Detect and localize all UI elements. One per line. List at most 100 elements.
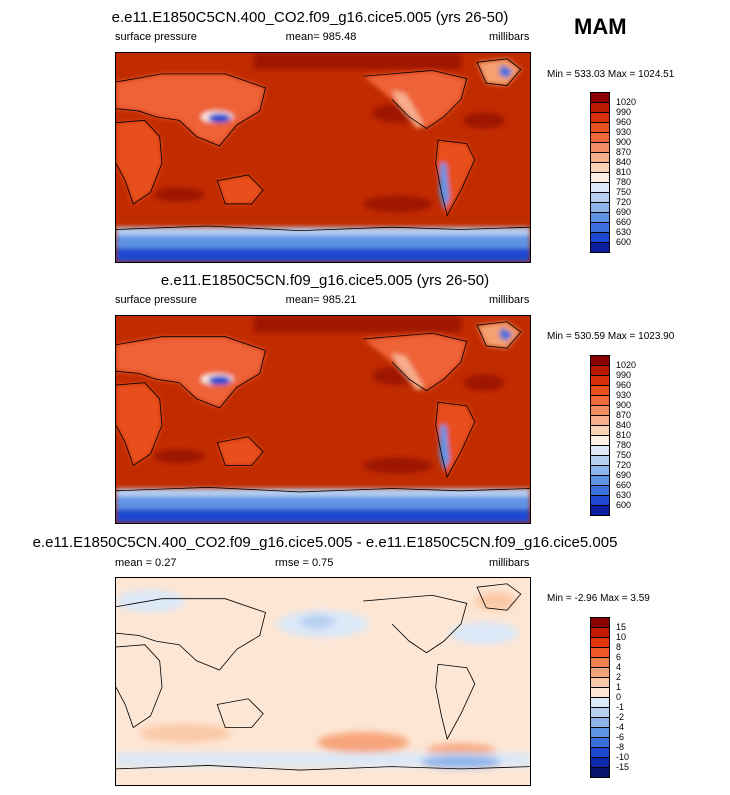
arctic-high-region [254,316,461,333]
colorbar-tick-label: 1020 [616,360,637,370]
south-pacific-high [363,457,433,474]
africa-land [116,382,162,466]
colorbar-tick-label: 720 [616,460,632,470]
colorbar-tick-label: 1020 [616,97,637,107]
panel-2-mean-label: mean= 985.21 [285,294,357,306]
panel-2-variable-label: surface pressure [115,294,197,306]
colorbar-tick-label: 960 [616,380,632,390]
colorbar-tick-label: 990 [616,370,632,380]
australia-land [217,174,264,204]
colorbar-tick-label: 840 [616,420,632,430]
colorbar-tick-label: 750 [616,187,632,197]
colorbar-tick-label: -8 [616,742,625,752]
australia-land [217,436,264,466]
antarctica-coast [116,488,530,497]
colorbar-tick-label: -2 [616,712,625,722]
andes-ridge [439,163,450,210]
greenland-positive [474,591,517,611]
panel-2-map [115,315,531,524]
antarctica-coast [116,227,530,236]
colorbar-tick-label: 630 [616,227,632,237]
panel-2-title: e.e11.E1850C5CN.f09_g16.cice5.005 (yrs 2… [160,272,490,289]
panel-1-map [115,52,531,263]
colorbar-tick-label: 2 [616,672,622,682]
greenland-land [477,321,521,349]
north-america-land [363,333,467,391]
eurasia-land [116,73,266,146]
panel-1-map-canvas [116,53,530,262]
colorbar-tick-label: 600 [616,500,632,510]
colorbar-tick-label: 810 [616,430,632,440]
colorbar-tick-label: 4 [616,662,622,672]
colorbar-swatch [590,767,610,778]
rockies-ridge [392,352,425,391]
colorbar-tick-label: 870 [616,410,632,420]
north-atlantic-high [463,374,505,391]
colorbar-tick-label: 900 [616,137,632,147]
andes-ridge [439,425,450,472]
coastlines [116,58,530,232]
panel-1-mean-label: mean= 985.48 [285,31,357,43]
colorbar-tick-label: 0 [616,692,622,702]
colorbar-tick-label: 870 [616,147,632,157]
panel-3-title: e.e11.E1850C5CN.400_CO2.f09_g16.cice5.00… [32,534,618,551]
antarctica-plateau [116,248,530,262]
panel-2-units-label: millibars [489,294,530,306]
antarctica-field [116,768,530,785]
colorbar-tick-label: 990 [616,107,632,117]
colorbar-tick-label: -4 [616,722,625,732]
panel-1-units-label: millibars [489,31,530,43]
greenland-land [477,58,521,86]
colorbar-tick-label: 10 [616,632,627,642]
season-label: MAM [574,14,627,39]
colorbar-tick-label: 930 [616,127,632,137]
panel-3-units-label: millibars [489,557,530,569]
rockies-ridge [392,90,425,129]
colorbar-tick-label: 660 [616,217,632,227]
greenland-ice [498,64,513,79]
colorbar-tick-label: -15 [616,762,630,772]
colorbar-tick-label: 930 [616,390,632,400]
greenland-ice [498,327,513,342]
indian-ocean-high [153,187,205,202]
colorbar-tick-label: 780 [616,177,632,187]
panel-2-minmax-label: Min = 530.59 Max = 1023.90 [547,331,675,342]
eurasia-land [116,336,266,408]
coastlines [116,583,530,771]
colorbar-tick-label: 810 [616,167,632,177]
panel-1-title: e.e11.E1850C5CN.400_CO2.f09_g16.cice5.00… [111,9,509,26]
north-america-land [363,70,467,129]
panel-3-minmax-label: Min = -2.96 Max = 3.59 [547,593,650,604]
colorbar-tick-label: 780 [616,440,632,450]
southern-ocean-negative-core [420,755,502,769]
north-pacific-negative-core [300,614,335,629]
north-atlantic-negative [449,621,519,645]
colorbar-tick-label: 900 [616,400,632,410]
tibet-plateau-low [208,113,231,123]
coastlines [116,321,530,493]
panel-1-variable-label: surface pressure [115,31,197,43]
tibet-plateau-low [208,375,231,385]
colorbar-tick-label: 15 [616,622,627,632]
panel-3-map [115,577,531,786]
south-pacific-positive [317,732,410,753]
colorbar-tick-label: 600 [616,237,632,247]
colorbar-tick-label: -10 [616,752,630,762]
arctic-high-region [254,53,461,70]
colorbar-tick-label: -6 [616,732,625,742]
colorbar-swatch [590,505,610,516]
colorbar-tick-label: 690 [616,470,632,480]
antarctica-plateau [116,509,530,523]
panel-3-map-canvas [116,578,530,785]
colorbar-tick-label: 720 [616,197,632,207]
colorbar-tick-label: 8 [616,642,622,652]
indian-ocean-positive [139,724,231,743]
colorbar-tick-label: 6 [616,652,622,662]
panel-3-mean-label: mean = 0.27 [115,557,177,569]
panel-1-minmax-label: Min = 533.03 Max = 1024.51 [547,69,675,80]
colorbar-tick-label: 960 [616,117,632,127]
indian-ocean-high [153,449,205,464]
colorbar-tick-label: 630 [616,490,632,500]
colorbar-tick-label: 690 [616,207,632,217]
panel-3-rmse-label: rmse = 0.75 [275,557,334,569]
